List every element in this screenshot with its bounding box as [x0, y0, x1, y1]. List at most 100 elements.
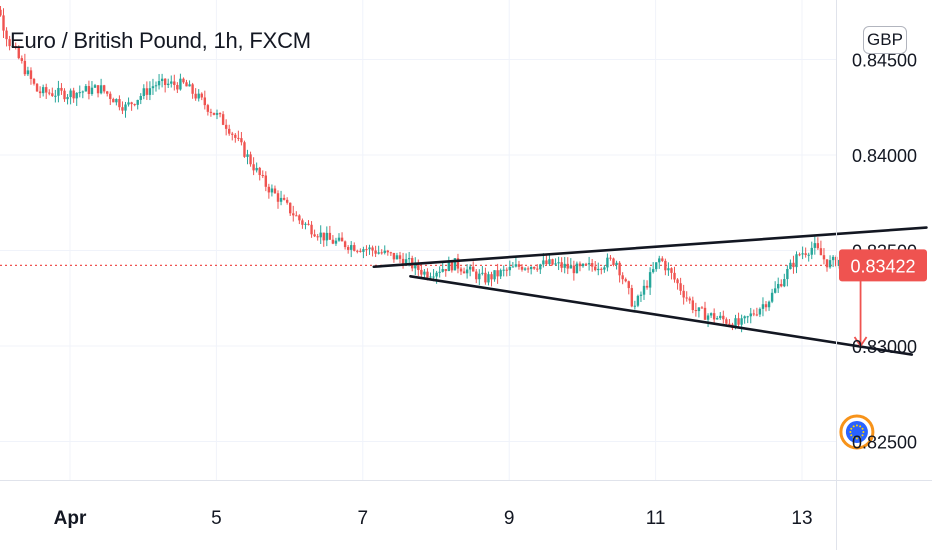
- candle-down: [533, 266, 536, 269]
- trendline-upper[interactable]: [372, 226, 928, 269]
- candle-up: [740, 318, 743, 325]
- candle-down: [572, 265, 576, 274]
- candle-up: [655, 262, 658, 270]
- candle-down: [35, 83, 39, 92]
- candle-up: [758, 308, 762, 315]
- candle-down: [267, 186, 271, 193]
- time-tick-label: 5: [211, 508, 222, 529]
- candle-down: [282, 197, 286, 200]
- candle-down: [526, 268, 530, 270]
- candle-down: [728, 323, 731, 325]
- candle-up: [160, 78, 164, 82]
- eu-star: [850, 427, 853, 430]
- candle-up: [404, 259, 408, 266]
- candle-up: [743, 316, 746, 319]
- candle-down: [340, 237, 344, 242]
- eu-star: [849, 430, 852, 433]
- candle-up: [423, 271, 426, 275]
- candle-up: [548, 259, 551, 265]
- candle-up: [828, 260, 832, 268]
- candle-up: [435, 272, 438, 277]
- candle-up: [157, 81, 161, 86]
- candle-up: [658, 258, 661, 263]
- candle-up: [529, 266, 533, 270]
- candle-up: [362, 249, 365, 252]
- candle-down: [200, 93, 203, 98]
- candle-down: [45, 87, 48, 93]
- candle-up: [493, 270, 496, 280]
- candle-down: [725, 319, 728, 324]
- candle-up: [636, 295, 640, 306]
- candle-down: [14, 45, 17, 48]
- candle-down: [322, 232, 325, 241]
- candle-down: [417, 262, 420, 270]
- price-tick-label: 0.83000: [852, 337, 917, 357]
- candle-down: [29, 70, 33, 79]
- candle-up: [11, 45, 14, 47]
- currency-badge[interactable]: GBP: [863, 26, 907, 54]
- candle-up: [334, 240, 338, 244]
- candle-down: [700, 307, 704, 309]
- candle-down: [285, 199, 289, 203]
- candle-up: [761, 304, 765, 309]
- candle-up: [407, 258, 411, 260]
- candle-down: [346, 247, 350, 250]
- candle-down: [310, 224, 313, 235]
- eu-star: [859, 425, 862, 428]
- candle-down: [176, 84, 179, 90]
- candle-down: [145, 88, 149, 95]
- eu-flag-icon: [845, 420, 868, 443]
- candle-down: [353, 245, 356, 251]
- chart-title: Euro / British Pound, 1h, FXCM: [10, 28, 311, 53]
- candle-down: [261, 175, 264, 177]
- candle-down: [20, 58, 24, 61]
- events[interactable]: [839, 414, 875, 450]
- current-price-box[interactable]: [839, 249, 927, 282]
- candle-down: [264, 175, 268, 187]
- candle-up: [90, 87, 94, 95]
- candle-down: [792, 262, 795, 268]
- candle-down: [484, 272, 487, 283]
- trendline-lower[interactable]: [409, 274, 914, 356]
- candle-down: [0, 9, 2, 16]
- candle-up: [368, 247, 371, 250]
- candle-up: [75, 92, 78, 99]
- candle-down: [252, 164, 255, 171]
- candle-down: [401, 258, 405, 266]
- candle-up: [563, 263, 566, 268]
- eu-star: [855, 424, 858, 427]
- candle-down: [722, 315, 725, 320]
- candle-down: [63, 90, 66, 100]
- candle-up: [66, 97, 69, 100]
- candle-down: [343, 241, 347, 248]
- arrow-head[interactable]: [853, 336, 868, 348]
- candle-up: [81, 91, 85, 93]
- candle-up: [215, 113, 219, 115]
- candle-up: [807, 254, 810, 256]
- candle-up: [542, 260, 545, 265]
- candle-down: [182, 78, 185, 83]
- drawings[interactable]: [372, 226, 928, 356]
- candle-up: [709, 313, 713, 316]
- candle-down: [32, 78, 36, 84]
- candle-up: [767, 301, 771, 308]
- candle-up: [597, 268, 600, 271]
- candle-down: [679, 283, 682, 291]
- candle-up: [499, 270, 502, 277]
- candle-down: [109, 93, 112, 99]
- candle-up: [151, 86, 155, 89]
- candle-down: [60, 87, 63, 91]
- candle-down: [218, 113, 222, 115]
- candle-up: [270, 188, 274, 193]
- price-tick-label: 0.84000: [852, 146, 917, 166]
- candle-down: [621, 275, 624, 280]
- candle-down: [444, 269, 447, 272]
- candle-up: [337, 237, 341, 241]
- candle-up: [197, 93, 200, 99]
- candle-down: [365, 249, 368, 251]
- candle-down: [163, 78, 167, 86]
- candle-up: [465, 269, 469, 274]
